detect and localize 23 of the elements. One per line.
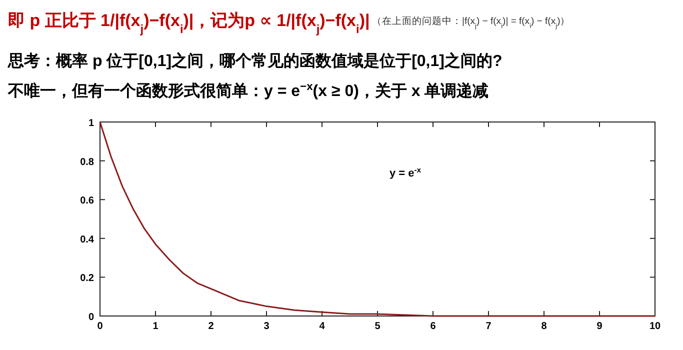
x-tick-label: 5 xyxy=(374,321,381,332)
x-tick-label: 3 xyxy=(264,321,270,332)
chart-subtitle: 思考：概率 p 位于[0,1]之间，哪个常见的函数值域是位于[0,1]之间的? xyxy=(7,51,502,70)
x-tick-label: 7 xyxy=(486,321,492,332)
line-series xyxy=(99,121,656,317)
y-tick-label: 0 xyxy=(88,312,94,323)
x-tick-label: 9 xyxy=(596,321,603,332)
text: y = e$^{-x}$ xyxy=(389,164,422,180)
y-tick-label: 0.2 xyxy=(80,273,94,284)
y-tick-label: 0.6 xyxy=(80,196,94,207)
x-tick-label: 6 xyxy=(430,321,436,332)
y-tick-label: 0.4 xyxy=(80,234,94,246)
x-tick-label: 4 xyxy=(319,321,326,332)
x-tick-label: 8 xyxy=(541,321,548,332)
text: （在上面的问题中：|f(x$_{j}$) − f(x$_{i}$)| = f(x$_{i}$) − f(x$_{j}$)） xyxy=(372,16,570,30)
chart-title: 即 p 正比于 1/|f(x$_{j}$)−f(x$_{i}$)|，记为p ∝ 1/|f(x$_{j}$)−f(x$_{i}$)| xyxy=(8,11,370,36)
x-tick-label: 0 xyxy=(97,321,104,332)
y-tick-label: 1 xyxy=(88,118,94,129)
text: 不唯一，但有一个函数形式很简单：y = e$^{−x}$(x ≥ 0)，关于 x 单调递减 xyxy=(7,81,489,100)
x-tick-label: 2 xyxy=(208,321,214,332)
x-tick-label: 10 xyxy=(649,321,661,332)
y-tick-label: 0.8 xyxy=(80,156,94,168)
x-tick-label: 1 xyxy=(152,321,159,332)
